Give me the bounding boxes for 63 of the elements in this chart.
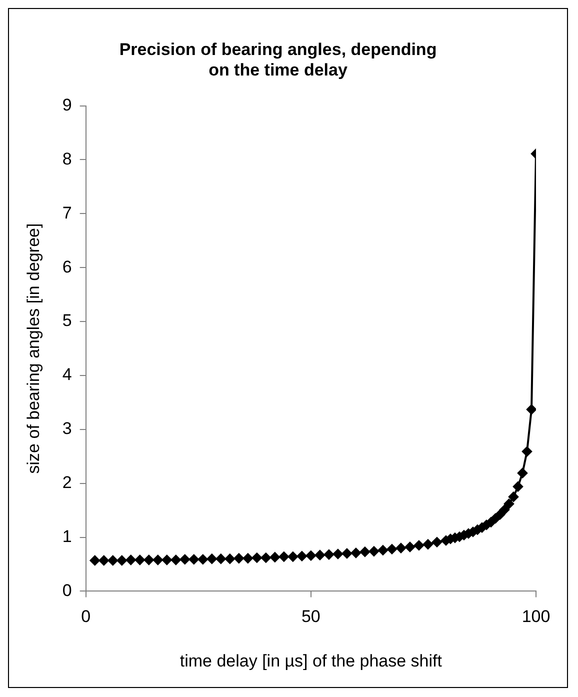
- point: [90, 555, 100, 566]
- point: [288, 552, 298, 562]
- point: [296, 551, 307, 562]
- point: [98, 555, 109, 566]
- point: [432, 537, 442, 548]
- y-tick-label: 5: [62, 311, 72, 330]
- point: [180, 554, 190, 564]
- x-tick-label: 100: [522, 607, 550, 626]
- point: [360, 546, 370, 557]
- point: [350, 548, 361, 558]
- point: [144, 554, 154, 565]
- point: [224, 554, 235, 564]
- point: [396, 543, 406, 554]
- point: [162, 554, 172, 565]
- point: [170, 554, 181, 565]
- point: [188, 554, 199, 564]
- point: [512, 482, 523, 492]
- y-tick-label: 7: [62, 203, 72, 222]
- point: [108, 555, 118, 566]
- x-tick-label: 0: [81, 607, 91, 626]
- point: [494, 510, 505, 520]
- point: [306, 550, 316, 561]
- y-axis-title: size of bearing angles [in degree]: [24, 223, 43, 474]
- point: [324, 550, 334, 560]
- point: [499, 504, 510, 515]
- point: [206, 554, 217, 564]
- y-tick-label: 8: [62, 149, 72, 168]
- point: [404, 542, 415, 552]
- point: [270, 552, 280, 562]
- point: [386, 544, 397, 554]
- y-tick-label: 0: [62, 580, 72, 600]
- point: [314, 550, 325, 560]
- point: [504, 498, 514, 509]
- point: [508, 492, 518, 502]
- y-tick-label: 2: [62, 473, 72, 492]
- point: [116, 555, 127, 566]
- x-tick-label: 50: [301, 607, 320, 626]
- y-tick-label: 3: [62, 419, 72, 438]
- point: [134, 554, 145, 565]
- x-axis-title: time delay [in µs] of the phase shift: [180, 651, 442, 670]
- point: [198, 554, 208, 564]
- y-tick-label: 1: [62, 526, 72, 546]
- point: [152, 554, 163, 565]
- point: [216, 554, 226, 564]
- point: [260, 552, 271, 563]
- point: [278, 552, 289, 562]
- point: [242, 553, 253, 564]
- point: [342, 548, 352, 558]
- y-tick-label: 6: [62, 257, 72, 276]
- point: [126, 554, 136, 565]
- point: [517, 468, 528, 478]
- point: [522, 446, 532, 457]
- y-tick-label: 4: [62, 365, 72, 384]
- point: [368, 546, 379, 556]
- point: [234, 553, 244, 564]
- chart-title: Precision of bearing angles, depending on the time delay: [119, 40, 437, 80]
- point: [252, 552, 262, 563]
- point: [378, 545, 388, 556]
- y-tick-label: 9: [62, 95, 72, 114]
- point: [414, 540, 424, 550]
- point: [422, 539, 433, 550]
- point: [526, 404, 536, 414]
- point: [332, 548, 343, 559]
